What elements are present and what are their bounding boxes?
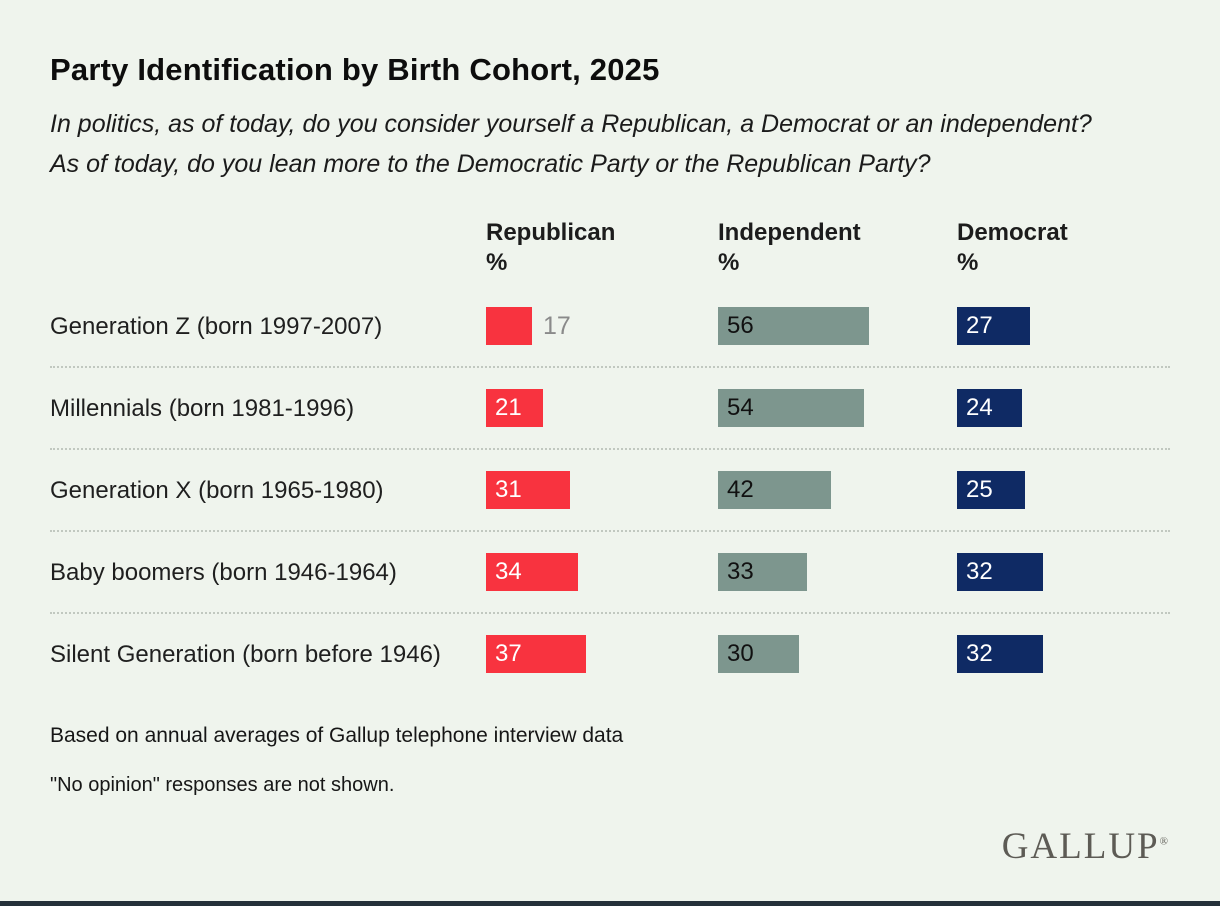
republican-bar: 21 [486,389,543,427]
party-id-bar-chart: Republican% Independent% Democrat% Generat… [50,218,1170,694]
bar-cell-independent: 33 [718,553,957,591]
democrat-bar: 24 [957,389,1022,427]
republican-bar: 37 [486,635,586,673]
column-header-row: Republican% Independent% Democrat% [50,218,1170,284]
bar-cell-democrat: 32 [957,635,1170,673]
column-header-republican: Republican% [486,218,718,284]
democrat-bar: 32 [957,635,1043,673]
bar-value: 21 [495,394,522,421]
row-label: Silent Generation (born before 1946) [50,640,441,668]
bar-value: 17 [543,311,571,340]
survey-question-1: In politics, as of today, do you conside… [50,110,1092,138]
bar-cell-republican: 34 [486,553,718,591]
table-row: Silent Generation (born before 1946) 37 30… [50,614,1170,694]
footnote-no-opinion: "No opinion" responses are not shown. [50,774,395,796]
page-title: Party Identification by Birth Cohort, 20… [50,52,660,87]
column-header-unit: % [718,249,740,276]
bar-cell-democrat: 25 [957,471,1170,509]
independent-bar: 42 [718,471,831,509]
bottom-border [0,901,1220,906]
bar-cell-democrat: 24 [957,389,1170,427]
bar-value: 37 [495,640,522,667]
bar-value: 32 [966,640,993,667]
bar-cell-democrat: 27 [957,307,1170,345]
democrat-bar: 25 [957,471,1025,509]
bar-cell-democrat: 32 [957,553,1170,591]
row-label: Generation Z (born 1997-2007) [50,312,383,340]
independent-bar: 30 [718,635,799,673]
column-header-democrat: Democrat% [957,218,1170,284]
democrat-bar: 32 [957,553,1043,591]
republican-bar: 34 [486,553,578,591]
column-header-unit: % [486,249,508,276]
bar-cell-republican: 21 [486,389,718,427]
bar-value: 25 [966,476,993,503]
independent-bar: 54 [718,389,864,427]
bar-cell-independent: 30 [718,635,957,673]
bar-value: 56 [727,312,754,339]
footnote-source: Based on annual averages of Gallup telep… [50,724,624,747]
row-label: Baby boomers (born 1946-1964) [50,558,397,586]
republican-bar: 31 [486,471,570,509]
survey-question-text: In politics, as of today, do you conside… [50,104,1120,184]
independent-bar: 56 [718,307,869,345]
bar-cell-independent: 56 [718,307,957,345]
republican-bar [486,307,532,345]
chart-rows: Generation Z (born 1997-2007) 17 56 27 Mille… [50,286,1170,694]
gallup-logo: GALLUP® [1002,825,1168,868]
bar-cell-independent: 54 [718,389,957,427]
bar-value: 33 [727,558,754,585]
table-row: Baby boomers (born 1946-1964) 34 33 32 [50,532,1170,614]
bar-cell-republican: 17 [486,307,718,345]
column-header-unit: % [957,249,979,276]
row-label: Generation X (born 1965-1980) [50,476,384,504]
bar-cell-republican: 37 [486,635,718,673]
bar-value: 34 [495,558,522,585]
registered-trademark-icon: ® [1159,835,1168,848]
bar-value: 31 [495,476,522,503]
bar-value: 27 [966,312,993,339]
table-row: Millennials (born 1981-1996) 21 54 24 [50,368,1170,450]
table-row: Generation Z (born 1997-2007) 17 56 27 [50,286,1170,368]
bar-value: 54 [727,394,754,421]
bar-value: 30 [727,640,754,667]
row-label: Millennials (born 1981-1996) [50,394,355,422]
survey-question-2: As of today, do you lean more to the Dem… [50,150,931,178]
column-header-independent: Independent% [718,218,957,284]
democrat-bar: 27 [957,307,1030,345]
independent-bar: 33 [718,553,807,591]
table-row: Generation X (born 1965-1980) 31 42 25 [50,450,1170,532]
bar-value: 42 [727,476,754,503]
gallup-logo-text: GALLUP [1001,826,1160,867]
bar-cell-republican: 31 [486,471,718,509]
bar-value: 24 [966,394,993,421]
bar-value: 32 [966,558,993,585]
bar-cell-independent: 42 [718,471,957,509]
